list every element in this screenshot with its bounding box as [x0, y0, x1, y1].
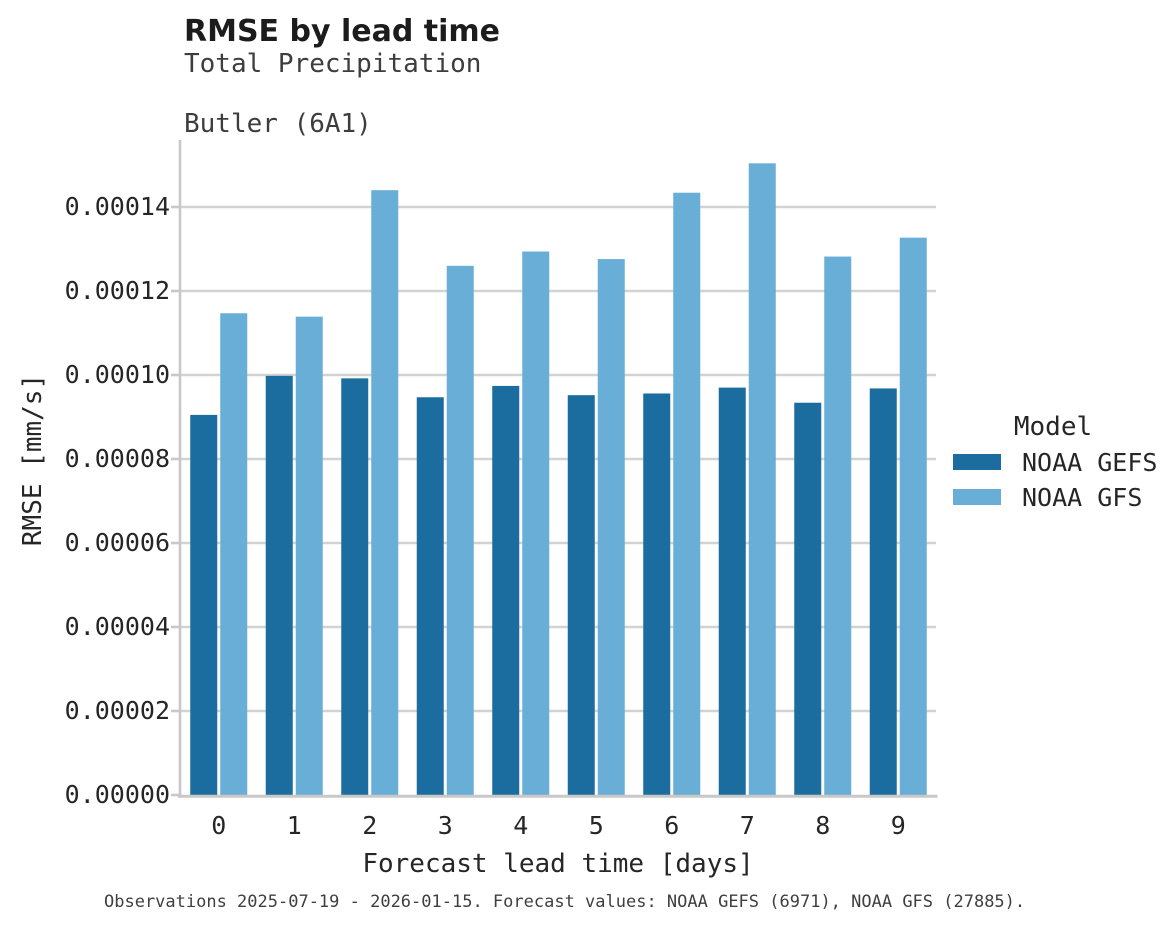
- legend-entries: NOAA GEFS NOAA GFS: [953, 447, 1173, 512]
- subtitle-line-1: Total Precipitation: [184, 49, 482, 79]
- bar-noaa-gefs-lead-0: [190, 414, 218, 795]
- bar-noaa-gfs-lead-4: [522, 251, 550, 795]
- bar-noaa-gefs-lead-6: [643, 393, 671, 795]
- y-tick-label: 0.00008: [64, 444, 170, 473]
- x-tick-label: 9: [890, 811, 906, 840]
- chart-title: RMSE by lead time: [184, 14, 500, 49]
- bar-noaa-gefs-lead-5: [567, 395, 595, 795]
- legend-title: Model: [1013, 412, 1093, 442]
- legend: Model NOAA GEFS NOAA GFS: [953, 412, 1173, 512]
- bar-noaa-gefs-lead-9: [869, 388, 897, 795]
- x-tick-label: 3: [437, 811, 453, 840]
- x-tick-label: 1: [286, 811, 302, 840]
- bar-noaa-gefs-lead-8: [794, 402, 822, 795]
- bar-noaa-gefs-lead-1: [265, 375, 293, 795]
- x-tick-label: 8: [815, 811, 831, 840]
- x-tick-label: 4: [513, 811, 529, 840]
- y-tick-label: 0.00004: [64, 612, 170, 641]
- x-tick-label: 6: [664, 811, 680, 840]
- bar-noaa-gfs-lead-1: [295, 316, 323, 795]
- x-tick-label: 2: [362, 811, 378, 840]
- bar-noaa-gfs-lead-9: [899, 237, 927, 795]
- legend-entry-noaa-gefs: NOAA GEFS: [953, 447, 1173, 477]
- y-tick-label: 0.00006: [64, 528, 170, 557]
- bar-noaa-gfs-lead-5: [597, 259, 625, 796]
- subtitle-line-2: Butler (6A1): [184, 109, 372, 139]
- y-tick-label: 0.00002: [64, 696, 170, 725]
- chart-subtitle: Total Precipitation Butler (6A1): [184, 49, 481, 139]
- y-tick-label: 0.00010: [64, 360, 170, 389]
- bar-noaa-gefs-lead-3: [416, 397, 444, 795]
- x-axis-label: Forecast lead time [days]: [362, 849, 754, 879]
- legend-entry-noaa-gfs: NOAA GFS: [953, 482, 1173, 512]
- x-tick-label: 0: [211, 811, 227, 840]
- bar-noaa-gefs-lead-4: [492, 385, 520, 795]
- bar-noaa-gfs-lead-6: [673, 192, 701, 796]
- caption: Observations 2025-07-19 - 2026-01-15. Fo…: [104, 892, 1026, 912]
- bar-noaa-gefs-lead-2: [341, 378, 369, 795]
- legend-swatch: [953, 454, 1001, 470]
- legend-label: NOAA GFS: [1022, 482, 1143, 512]
- legend-label: NOAA GEFS: [1022, 447, 1158, 477]
- bar-noaa-gefs-lead-7: [718, 387, 746, 795]
- bar-noaa-gfs-lead-8: [824, 256, 852, 795]
- y-tick-label: 0.00012: [64, 276, 170, 305]
- y-tick-label: 0.00014: [64, 192, 170, 221]
- x-tick-label: 5: [588, 811, 604, 840]
- legend-swatch: [953, 489, 1001, 505]
- bar-noaa-gfs-lead-2: [371, 190, 399, 795]
- y-axis-label: RMSE [mm/s]: [18, 373, 48, 547]
- bar-noaa-gfs-lead-7: [748, 163, 776, 795]
- y-tick-label: 0.00000: [64, 780, 170, 809]
- bar-noaa-gfs-lead-0: [220, 313, 248, 795]
- bar-noaa-gfs-lead-3: [446, 265, 474, 795]
- x-tick-label: 7: [739, 811, 755, 840]
